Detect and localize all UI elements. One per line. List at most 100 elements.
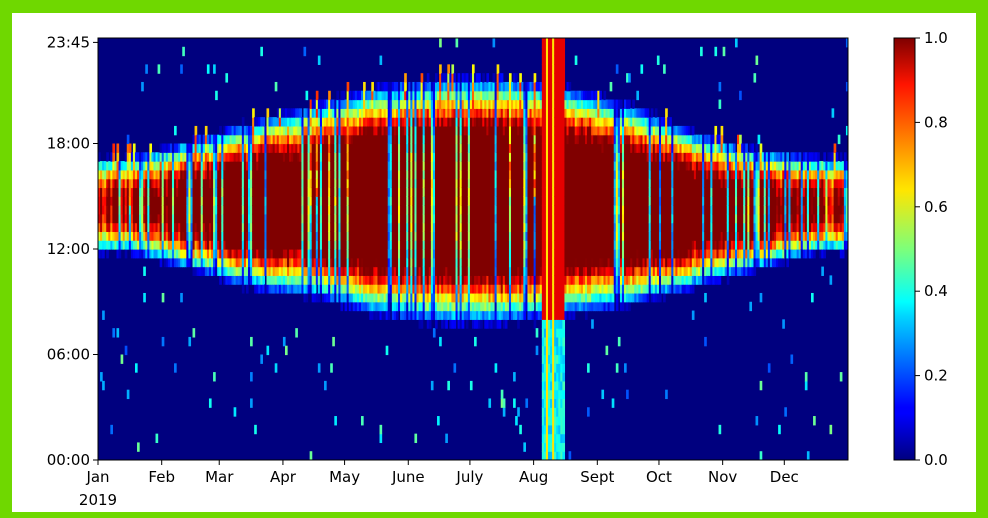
heatmap-cell: [373, 257, 376, 268]
heatmap-cell: [513, 292, 516, 303]
heatmap-cell: [412, 161, 416, 171]
heatmap-cell: [319, 275, 323, 285]
heatmap-cell: [367, 187, 370, 197]
heatmap-cell: [280, 125, 284, 136]
heatmap-cell: [515, 143, 518, 153]
heatmap-cell: [451, 292, 455, 303]
heatmap-cell: [356, 196, 360, 206]
heatmap-cell: [106, 161, 109, 171]
heatmap-cell: [541, 81, 545, 92]
heatmap-cell: [387, 90, 391, 101]
heatmap-cell: [453, 266, 457, 276]
heatmap-cell: [459, 257, 463, 268]
heatmap-cell: [502, 222, 506, 233]
heatmap-cell: [248, 125, 251, 136]
heatmap-cell: [153, 240, 157, 250]
heatmap-cell: [441, 125, 444, 136]
heatmap-cell: [381, 292, 385, 303]
heatmap-cell: [430, 249, 434, 259]
heatmap-cell: [379, 275, 383, 285]
heatmap-cell: [459, 108, 463, 118]
heatmap-cell: [219, 143, 222, 153]
heatmap-cell: [432, 134, 436, 145]
heatmap-cell: [151, 213, 155, 224]
heatmap-cell: [176, 231, 179, 241]
heatmap-cell: [515, 257, 518, 268]
heatmap-cell: [134, 169, 138, 180]
heatmap-cell: [389, 117, 393, 127]
heatmap-cell: [169, 231, 173, 241]
heatmap-cell: [369, 187, 372, 197]
heatmap-cell: [297, 178, 300, 189]
heatmap-cell: [163, 222, 167, 233]
heatmap-cell: [258, 152, 261, 162]
heatmap-cell: [116, 328, 120, 338]
heatmap-cell: [276, 266, 280, 276]
heatmap-cell: [443, 117, 446, 127]
heatmap-cell: [274, 363, 278, 373]
heatmap-cell: [303, 249, 307, 259]
heatmap-cell: [100, 222, 103, 233]
heatmap-cell: [340, 187, 344, 197]
heatmap-cell: [365, 249, 368, 259]
heatmap-cell: [165, 257, 169, 268]
heatmap-cell: [416, 240, 420, 250]
heatmap-cell: [282, 178, 286, 189]
heatmap-cell: [180, 240, 183, 250]
heatmap-cell: [284, 169, 288, 180]
heatmap-cell: [500, 213, 504, 224]
heatmap-cell: [482, 90, 485, 101]
heatmap-cell: [278, 284, 282, 294]
heatmap-cell: [112, 178, 116, 189]
heatmap-cell: [122, 187, 126, 197]
heatmap-cell: [184, 143, 187, 153]
heatmap-cell: [122, 161, 126, 171]
heatmap-cell: [202, 143, 206, 153]
heatmap-cell: [344, 196, 348, 206]
heatmap-cell: [533, 222, 537, 233]
heatmap-cell: [350, 249, 354, 259]
heatmap-cell: [519, 73, 522, 83]
heatmap-cell: [358, 231, 362, 241]
heatmap-cell: [235, 178, 239, 189]
heatmap-cell: [344, 152, 348, 162]
heatmap-cell: [324, 284, 327, 294]
heatmap-cell: [469, 249, 473, 259]
heatmap-cell: [508, 108, 512, 118]
heatmap-cell: [330, 222, 333, 233]
heatmap-cell: [416, 117, 420, 127]
heatmap-cell: [256, 196, 259, 206]
heatmap-cell: [215, 231, 218, 241]
heatmap-cell: [161, 336, 165, 347]
heatmap-cell: [258, 240, 261, 250]
heatmap-cell: [521, 301, 524, 312]
heatmap-cell: [377, 161, 381, 171]
heatmap-cell: [215, 257, 218, 268]
heatmap-cell: [502, 117, 506, 127]
heatmap-cell: [451, 319, 455, 329]
heatmap-cell: [463, 117, 467, 127]
heatmap-cell: [426, 310, 430, 320]
heatmap-cell: [420, 301, 424, 312]
heatmap-cell: [387, 81, 391, 92]
heatmap-cell: [159, 257, 163, 268]
heatmap-cell: [163, 152, 167, 162]
heatmap-cell: [548, 257, 551, 268]
heatmap-cell: [410, 205, 413, 215]
heatmap-cell: [545, 301, 549, 312]
heatmap-cell: [474, 275, 477, 285]
heatmap-cell: [424, 108, 428, 118]
heatmap-cell: [289, 275, 292, 285]
heatmap-cell: [284, 196, 288, 206]
heatmap-cell: [153, 169, 157, 180]
heatmap-cell: [130, 152, 134, 162]
heatmap-cell: [287, 213, 290, 224]
heatmap-cell: [463, 152, 467, 162]
heatmap-cell: [182, 213, 185, 224]
heatmap-cell: [369, 90, 372, 101]
heatmap-cell: [354, 161, 358, 171]
heatmap-cell: [539, 292, 543, 303]
heatmap-cell: [237, 257, 241, 268]
heatmap-cell: [338, 231, 342, 241]
heatmap-cell: [280, 213, 284, 224]
